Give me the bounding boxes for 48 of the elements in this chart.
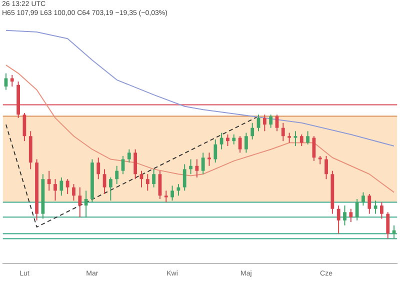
candlestick <box>60 176 64 196</box>
candlestick <box>115 165 119 185</box>
candlestick <box>336 205 340 234</box>
candlestick <box>10 74 14 88</box>
candlestick <box>140 170 144 188</box>
candlestick <box>214 138 218 164</box>
candlestick <box>54 178 57 202</box>
candlestick <box>66 178 70 194</box>
candlestick <box>226 134 230 147</box>
candlestick <box>47 170 51 192</box>
candlestick <box>300 134 304 147</box>
candlestick <box>152 168 156 188</box>
candlestick <box>288 132 292 144</box>
candlestick <box>195 158 199 178</box>
candlestick <box>146 174 150 192</box>
candlestick <box>250 122 254 140</box>
candlestick <box>368 193 372 214</box>
candlestick <box>78 186 82 218</box>
candlestick <box>102 168 106 194</box>
candlestick <box>189 158 192 175</box>
candlestick <box>262 114 266 132</box>
candlestick <box>380 202 384 220</box>
candlestick <box>182 164 186 192</box>
candlestick <box>96 157 100 180</box>
candlestick <box>127 148 131 164</box>
candlestick <box>256 114 260 132</box>
candlestick <box>201 152 205 175</box>
candlestick <box>164 190 168 203</box>
candlestick <box>362 192 365 206</box>
candlestick <box>232 134 236 145</box>
candlestick <box>324 155 328 180</box>
candlestick <box>374 200 378 214</box>
candlestick <box>208 152 211 166</box>
candlestick <box>176 184 180 196</box>
candlestick <box>108 176 112 202</box>
candlestick <box>349 208 353 223</box>
candlestick <box>306 130 310 145</box>
candlestick <box>343 205 346 226</box>
candlestick <box>244 132 248 154</box>
candlestick <box>269 114 273 128</box>
candlestick <box>281 122 285 142</box>
candlestick <box>294 130 298 147</box>
candlestick <box>134 148 138 180</box>
candlestick <box>170 185 174 202</box>
candlestick <box>355 198 359 221</box>
candlestick <box>220 132 224 150</box>
candlestick <box>386 212 390 240</box>
candlestick <box>72 184 76 202</box>
